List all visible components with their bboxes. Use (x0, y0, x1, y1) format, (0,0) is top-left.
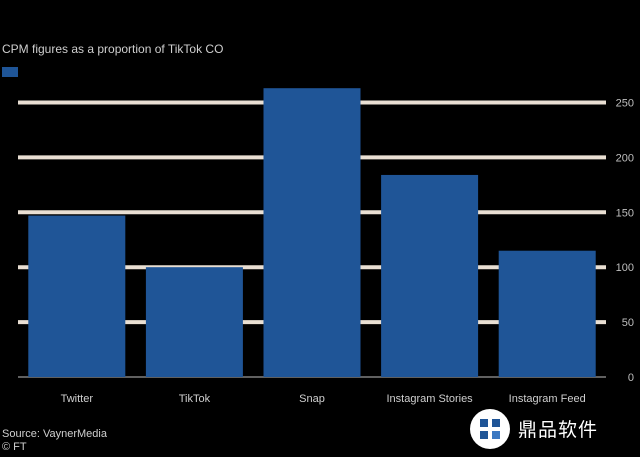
bar (263, 88, 361, 377)
watermark-text: 鼎品软件 (518, 419, 599, 441)
x-tick-label: Twitter (61, 393, 94, 405)
bar (145, 267, 243, 377)
bars (28, 88, 596, 377)
source-note: Source: VaynerMedia © FT (2, 428, 107, 454)
x-tick-label: Snap (299, 393, 325, 405)
y-tick-label: 50 (622, 317, 634, 329)
bar (28, 215, 126, 377)
x-tick-label: TikTok (179, 393, 211, 405)
bar (498, 250, 596, 377)
legend-swatch (2, 67, 18, 77)
source-line: Source: VaynerMedia (2, 428, 107, 440)
watermark: 鼎品软件 (470, 400, 640, 457)
x-tick-labels: Twitter TikTok Snap Instagram Stories Instag… (61, 393, 586, 405)
y-tick-labels: 0 50 100 150 200 250 (616, 97, 634, 384)
y-tick-label: 150 (616, 207, 634, 219)
y-tick-label: 250 (616, 97, 634, 109)
x-tick-label: Instagram Feed (509, 393, 586, 405)
watermark-logo-icon (470, 408, 510, 449)
y-tick-label: 200 (616, 152, 634, 164)
y-tick-label: 0 (628, 372, 634, 384)
chart-subtitle: CPM figures as a proportion of TikTok CO (2, 42, 224, 56)
y-tick-label: 100 (616, 262, 634, 274)
x-tick-label: Instagram Stories (386, 393, 473, 405)
copyright-line: © FT (2, 441, 27, 453)
bar (381, 174, 479, 377)
